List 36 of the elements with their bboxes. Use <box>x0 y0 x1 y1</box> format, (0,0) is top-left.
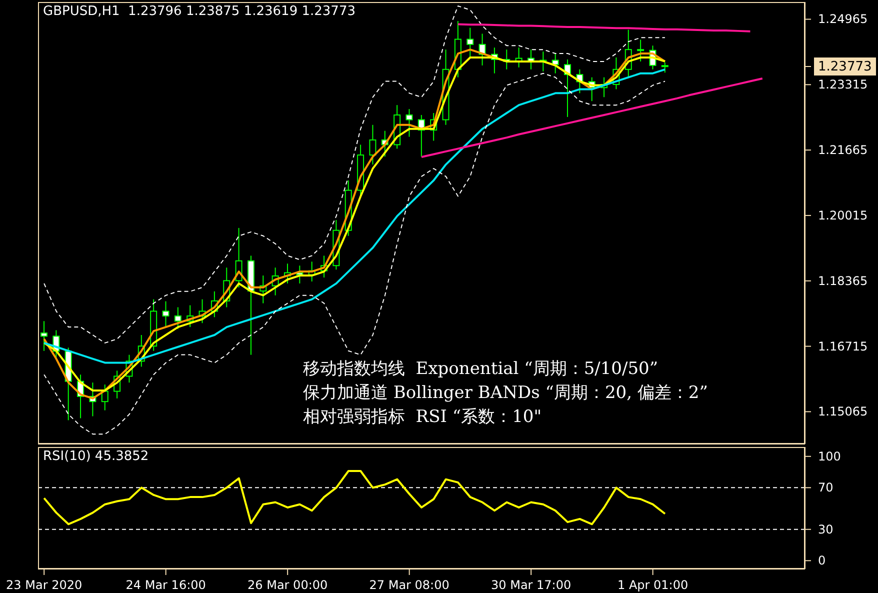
y-tick-label: 1.23315 <box>818 78 868 92</box>
candlestick <box>40 320 48 352</box>
x-tick-label: 24 Mar 16:00 <box>126 578 206 592</box>
annotation: 相对强弱指标 RSI “系数：10" <box>303 406 543 429</box>
line-series <box>420 78 764 158</box>
candlestick <box>369 124 376 166</box>
chart-title: RSI(10) 45.3852 <box>43 449 149 464</box>
y-tick-label: 1.15065 <box>818 404 868 419</box>
y-tick-label: 1.23773 <box>818 59 872 74</box>
candlestick <box>162 300 170 328</box>
x-tick-label: 26 Mar 00:00 <box>248 578 328 592</box>
x-tick-label: 27 Mar 08:00 <box>369 578 450 592</box>
y-tick-label: 1.24965 <box>818 12 868 26</box>
x-tick-label: 1 Apr 01:00 <box>618 578 688 592</box>
y-tick-label: 0 <box>818 554 826 568</box>
y-tick-label: 1.16715 <box>818 339 868 354</box>
line-series <box>44 5 666 344</box>
candlestick <box>101 384 108 411</box>
y-tick-label: 1.20015 <box>818 208 868 222</box>
x-tick-label: 23 Mar 2020 <box>6 578 82 592</box>
candlestick <box>637 39 644 62</box>
candlestick <box>406 108 413 138</box>
x-tick-label: 30 Mar 17:00 <box>491 578 572 592</box>
y-tick-label: 100 <box>818 449 841 464</box>
y-tick-label: 1.21665 <box>818 143 868 158</box>
candlestick <box>661 62 668 74</box>
line-series <box>43 470 666 526</box>
y-tick-label: 1.18365 <box>818 274 868 288</box>
annotation: 移动指数均线 Exponential “周期：5/10/50” <box>303 358 660 381</box>
candlestick <box>466 27 474 58</box>
annotation: 保力加通道 Bollinger BANDs “周期：20, 偏差：2” <box>303 382 708 405</box>
y-tick-label: 30 <box>818 522 834 536</box>
y-tick-label: 70 <box>818 480 834 495</box>
chart-title: GBPUSD,H1 1.23796 1.23875 1.23619 1.23773 <box>43 4 356 19</box>
candlestick <box>174 306 182 330</box>
line-series <box>457 23 752 32</box>
